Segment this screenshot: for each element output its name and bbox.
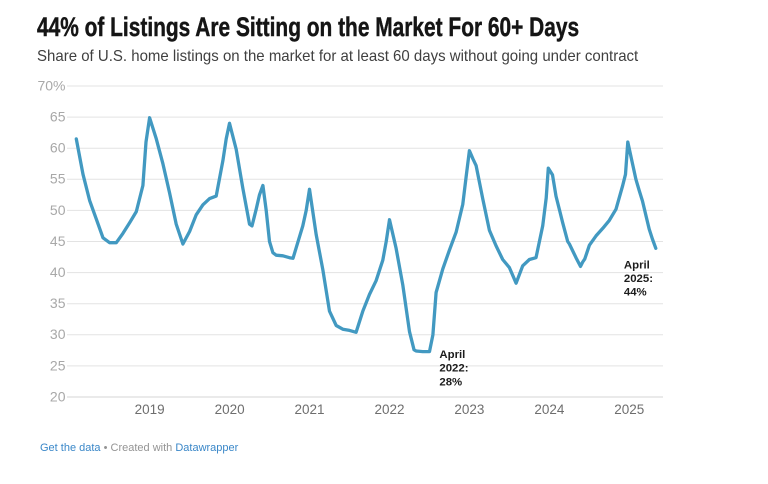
svg-text:50: 50: [50, 202, 66, 218]
svg-text:40: 40: [50, 264, 66, 280]
svg-text:28%: 28%: [439, 377, 462, 389]
svg-text:2025:: 2025:: [624, 273, 653, 285]
svg-text:2022: 2022: [374, 402, 404, 417]
svg-text:44%: 44%: [624, 287, 647, 299]
svg-text:35: 35: [50, 295, 66, 311]
svg-text:55: 55: [50, 171, 66, 187]
svg-text:2023: 2023: [454, 402, 484, 417]
svg-text:2022:: 2022:: [439, 363, 468, 375]
svg-text:65: 65: [50, 109, 66, 125]
svg-text:60: 60: [50, 140, 66, 156]
svg-text:30: 30: [50, 326, 66, 342]
svg-text:70%: 70%: [37, 77, 65, 93]
svg-text:April: April: [624, 259, 650, 271]
svg-text:20: 20: [50, 388, 66, 404]
svg-text:45: 45: [50, 233, 66, 249]
svg-text:2019: 2019: [135, 402, 165, 417]
svg-text:2020: 2020: [215, 402, 245, 417]
svg-text:25: 25: [50, 357, 66, 373]
svg-text:2025: 2025: [614, 402, 644, 417]
svg-text:2024: 2024: [534, 402, 565, 417]
svg-text:April: April: [439, 349, 465, 361]
svg-text:2021: 2021: [294, 402, 324, 417]
